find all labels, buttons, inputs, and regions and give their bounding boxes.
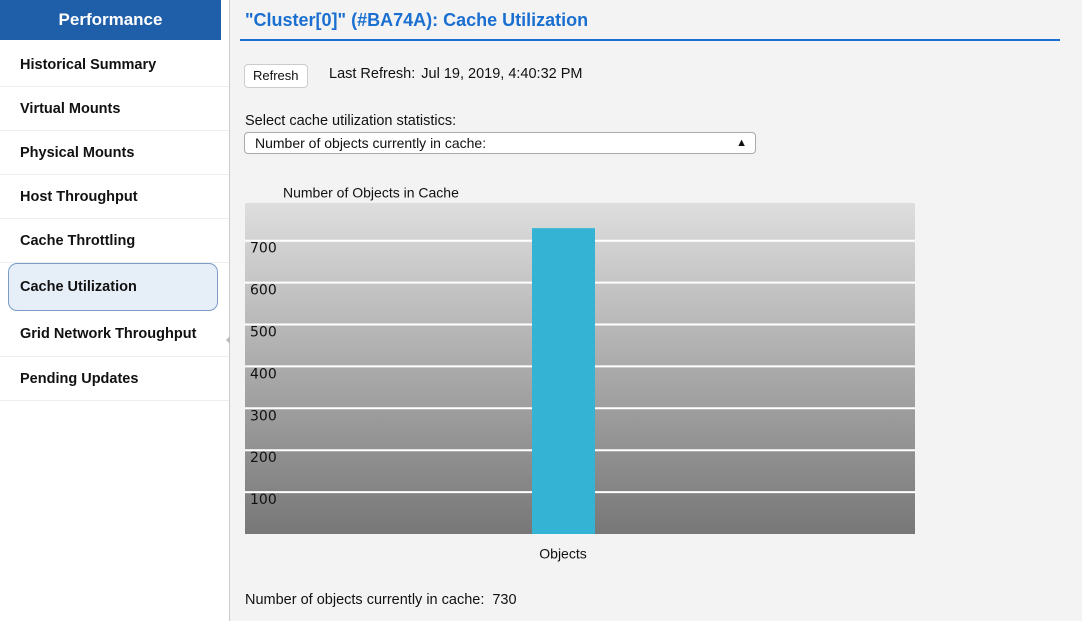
title-rule: [240, 39, 1060, 41]
menu-item[interactable]: Physical Mounts: [0, 131, 229, 175]
refresh-button[interactable]: Refresh: [244, 64, 308, 88]
menu-item[interactable]: Virtual Mounts: [0, 87, 229, 131]
menu-item[interactable]: Cache Utilization: [8, 263, 218, 311]
y-tick-label: 700: [250, 241, 277, 257]
bar: [532, 228, 595, 535]
select-arrow: ▲︎: [736, 137, 747, 149]
page-title: "Cluster[0]" (#BA74A): Cache Utilization: [245, 10, 589, 30]
x-tick-label: Objects: [539, 546, 586, 562]
y-tick-label: 300: [250, 408, 277, 424]
resize-handle[interactable]: [226, 336, 230, 344]
menu-item[interactable]: Cache Throttling: [0, 219, 229, 263]
select-label: Select cache utilization statistics:: [245, 113, 457, 129]
summary: Number of objects currently in cache: 730: [245, 592, 517, 608]
chart-title: Number of Objects in Cache: [283, 185, 459, 201]
y-tick-label: 400: [250, 366, 277, 382]
y-tick-label: 100: [250, 492, 277, 508]
refresh-time: Jul 19, 2019, 4:40:32 PM: [421, 66, 583, 82]
menu-item[interactable]: Grid Network Throughput: [0, 311, 229, 357]
menu-item[interactable]: Host Throughput: [0, 175, 229, 219]
menu: Historical Summary Virtual Mounts Physical…: [0, 43, 229, 401]
summary-label: Number of objects currently in cache:: [245, 592, 485, 608]
menu-item[interactable]: Historical Summary: [0, 43, 229, 87]
statistics-select[interactable]: Number of objects currently in cache: ▲︎: [244, 132, 756, 154]
last-refresh: Last Refresh: Jul 19, 2019, 4:40:32 PM: [329, 66, 582, 82]
y-tick-label: 200: [250, 450, 277, 466]
refresh-label: Last Refresh:: [329, 66, 416, 82]
chart: Number of Objects in Cache 100 200 300 400 5…: [245, 185, 915, 562]
summary-value: 730: [492, 592, 517, 608]
menu-item[interactable]: Pending Updates: [0, 357, 229, 401]
select-value: Number of objects currently in cache:: [255, 135, 487, 151]
y-tick-label: 500: [250, 325, 277, 341]
sidebar-title: Performance: [0, 0, 221, 40]
sidebar: Performance Historical Summary Virtual Mo…: [0, 0, 230, 621]
y-tick-label: 600: [250, 283, 277, 299]
